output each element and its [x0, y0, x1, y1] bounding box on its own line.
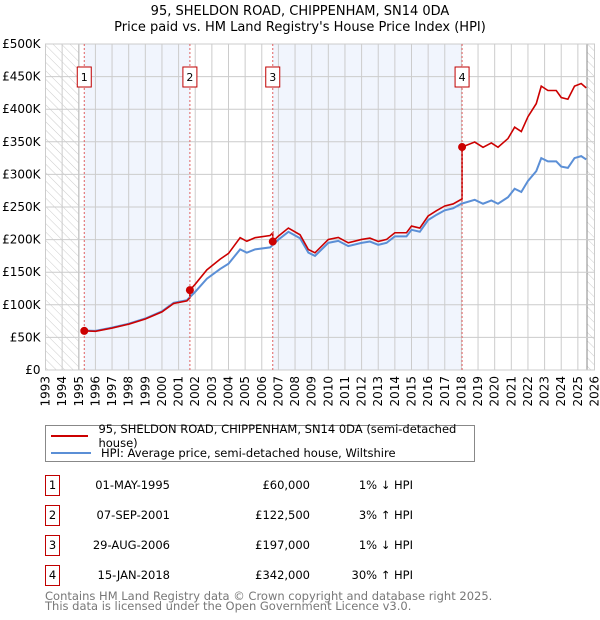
sale-label-box: [182, 66, 198, 88]
x-tick-label: 2026: [588, 376, 600, 407]
sale-label-number: 4: [459, 71, 466, 84]
legend-item-hpi: HPI: Average price, semi-detached house,…: [46, 445, 396, 461]
y-tick-label: £450K: [2, 70, 42, 84]
sale-date: 07-SEP-2001: [96, 508, 170, 522]
sale-hpi-diff: 30% ↑ HPI: [351, 568, 413, 582]
chart-plot: 1 2 3 4 1993 1994 1995 1996 1997 1998 1999 2000 2001…: [2, 37, 600, 407]
sale-point: [268, 237, 277, 246]
x-tick-label: 2007: [271, 376, 285, 407]
property-price-line: [84, 82, 587, 333]
sale-label-box: [76, 66, 92, 88]
y-tick-label: £300K: [2, 167, 42, 181]
x-tick-label: 2001: [172, 376, 186, 407]
x-tick-label: 2016: [421, 376, 435, 407]
chart-subtitle: Price paid vs. HM Land Registry's House …: [114, 20, 486, 35]
x-tick-label: 1994: [55, 376, 69, 407]
sale-point: [80, 326, 89, 335]
sale-label-box: [265, 66, 281, 88]
x-tick-label: 2024: [554, 376, 568, 407]
x-tick-label: 2012: [355, 376, 369, 407]
sale-number: 3: [45, 535, 60, 556]
x-tick-label: 1993: [39, 376, 53, 407]
x-tick-label: 2015: [405, 376, 419, 407]
y-tick-label: £400K: [2, 102, 42, 116]
x-tick-label: 2003: [205, 376, 219, 407]
x-tick-label: 2010: [321, 376, 335, 407]
x-tick-label: 2002: [188, 376, 202, 407]
sale-number: 1: [45, 475, 60, 496]
x-tick-label: 2000: [155, 376, 169, 407]
sale-number: 4: [45, 565, 60, 586]
sale-price: £197,000: [255, 538, 310, 552]
y-tick-label: £100K: [2, 298, 42, 312]
sale-date: 29-AUG-2006: [92, 538, 170, 552]
x-tick-label: 2004: [222, 376, 236, 407]
y-tick-label: £50K: [10, 330, 42, 344]
sale-hpi-diff: 1% ↓ HPI: [358, 478, 413, 492]
sale-price: £122,500: [255, 508, 310, 522]
sale-date: 01-MAY-1995: [95, 478, 170, 492]
sale-label-number: 2: [186, 71, 193, 84]
sale-price: £342,000: [255, 568, 310, 582]
x-tick-label: 2006: [255, 376, 269, 407]
x-tick-label: 1995: [72, 376, 86, 407]
sale-date: 15-JAN-2018: [97, 568, 171, 582]
sale-label-number: 1: [81, 71, 88, 84]
x-tick-label: 2018: [454, 376, 468, 407]
hpi-line: [84, 155, 587, 332]
x-tick-label: 2019: [471, 376, 485, 407]
y-tick-label: £350K: [2, 135, 42, 149]
sale-hpi-diff: 3% ↑ HPI: [358, 508, 413, 522]
x-tick-label: 1998: [122, 376, 136, 407]
y-tick-label: £200K: [2, 233, 42, 247]
x-tick-label: 2014: [388, 376, 402, 407]
x-tick-label: 2013: [371, 376, 385, 407]
legend: 95, SHELDON ROAD, CHIPPENHAM, SN14 0DA (…: [45, 422, 475, 462]
x-tick-label: 1996: [88, 376, 102, 407]
x-tick-label: 2017: [438, 376, 452, 407]
legend-label-property: 95, SHELDON ROAD, CHIPPENHAM, SN14 0DA (…: [98, 422, 457, 450]
x-tick-label: 2011: [338, 376, 352, 407]
footer-copyright: Contains HM Land Registry data © Crown c…: [45, 589, 493, 603]
y-tick-label: £0: [25, 363, 40, 377]
sale-number: 2: [45, 505, 60, 526]
x-tick-label: 2020: [488, 376, 502, 407]
plot-border: [45, 43, 595, 371]
x-tick-label: 2022: [521, 376, 535, 407]
sale-hpi-diff: 1% ↓ HPI: [358, 538, 413, 552]
x-tick-label: 2023: [538, 376, 552, 407]
sale-label-number: 3: [269, 71, 276, 84]
x-tick-label: 2008: [288, 376, 302, 407]
sale-label-box: [454, 66, 470, 88]
footer-licence: This data is licensed under the Open Gov…: [45, 599, 412, 613]
x-tick-label: 2021: [504, 376, 518, 407]
legend-item-property: 95, SHELDON ROAD, CHIPPENHAM, SN14 0DA (…: [46, 422, 474, 450]
y-tick-label: £250K: [2, 200, 42, 214]
sale-point: [458, 143, 467, 152]
chart-title: 95, SHELDON ROAD, CHIPPENHAM, SN14 0DA: [150, 4, 450, 19]
sale-point: [185, 286, 194, 295]
legend-swatch-property: [51, 435, 89, 437]
y-tick-label: £500K: [2, 37, 42, 51]
sale-price: £60,000: [262, 478, 310, 492]
legend-swatch-hpi: [51, 452, 91, 454]
x-tick-label: 2025: [571, 376, 585, 407]
x-tick-label: 2005: [238, 376, 252, 407]
x-tick-label: 1997: [105, 376, 119, 407]
y-tick-label: £150K: [2, 265, 42, 279]
x-tick-label: 2009: [305, 376, 319, 407]
legend-label-hpi: HPI: Average price, semi-detached house,…: [101, 446, 396, 460]
x-tick-label: 1999: [138, 376, 152, 407]
